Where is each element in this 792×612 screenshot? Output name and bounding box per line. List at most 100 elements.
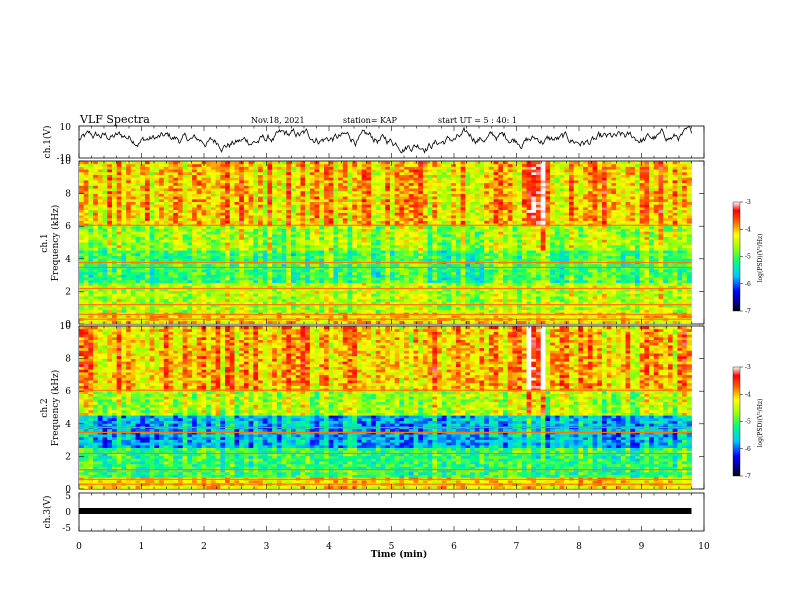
spectrogram-cell [159,293,165,297]
spectrogram-cell [356,256,363,260]
spectrogram-cell [291,293,297,297]
spectrogram-cell [418,188,424,192]
spectrogram-cell [267,188,273,192]
spectrogram-cell [441,180,447,184]
spectrogram-cell [309,242,315,246]
spectrogram-cell [140,285,146,289]
spectrogram-cell [295,242,301,246]
spectrogram-cell [366,164,372,168]
spectrogram-cell [276,256,282,260]
spectrogram-cell [272,250,278,254]
spectrogram-cell [356,296,363,300]
spectrogram-cell [93,315,99,319]
spectrogram-cell [210,207,217,211]
spectrogram-cell [210,291,217,295]
spectrogram-cell [455,285,462,289]
spectrogram-cell [272,207,278,211]
spectrogram-cell [220,304,226,308]
spectrogram-cell [422,180,429,184]
spectrogram-cell [140,266,146,270]
spectrogram-cell [413,237,419,241]
spectrogram-cell [262,245,268,249]
spectrogram-cell [173,288,179,292]
spectrogram-cell [356,180,363,184]
spectrogram-cell [404,299,410,303]
spectrogram-cell [229,183,235,187]
spectrogram-cell [404,202,410,206]
spectrogram-cell [267,310,273,314]
spectrogram-cell [286,164,292,168]
spectrogram-cell [192,274,198,278]
spectrogram-cell [432,218,438,222]
spectrogram-cell [437,247,443,251]
spectrogram-cell [380,210,386,214]
spectrogram-cell [361,175,367,179]
spectrogram-cell [234,166,240,170]
spectrogram-cell [210,274,217,278]
spectrogram-cell [366,291,372,295]
spectrogram-cell [187,250,193,254]
spectrogram-cell [399,191,405,195]
spectrogram-cell [130,283,136,287]
spectrogram-cell [356,250,363,254]
spectrogram-cell [130,234,136,238]
spectrogram-cell [328,215,334,219]
spectrogram-cell [295,250,301,254]
spectrogram-cell [286,307,292,311]
spectrogram-cell [333,226,339,230]
spectrogram-cell [159,301,165,305]
spectrogram-cell [187,207,193,211]
spectrogram-cell [225,234,231,238]
spectrogram-cell [314,164,320,168]
spectrogram-cell [319,277,325,281]
spectrogram-cell [206,269,212,273]
spectrogram-cell [446,177,452,181]
spectrogram-cell [192,250,198,254]
spectrogram-cell [272,288,278,292]
spectrogram-cell [121,247,127,251]
ch1-waveform-line [78,126,692,154]
spectrogram-cell [234,237,240,241]
spectrogram-cell [380,207,386,211]
spectrogram-cell [272,264,278,268]
spectrogram-cell [163,272,169,276]
spectrogram-cell [385,191,391,195]
spectrogram-cell [389,202,396,206]
spectrogram-cell [455,202,462,206]
spectrogram-cell [192,291,198,295]
spectrogram-cell [239,304,245,308]
spectrogram-cell [314,307,320,311]
spectrogram-cell [305,185,311,189]
spectrogram-cell [130,215,136,219]
spectrogram-cell [107,229,113,233]
spectrogram-cell [121,250,127,254]
spectrogram-cell [102,169,108,173]
spectrogram-cell [126,285,132,289]
spectrogram-cell [243,218,250,222]
spectrogram-cell [168,264,174,268]
spectrogram-cell [295,231,301,235]
spectrogram-cell [375,285,381,289]
spectrogram-cell [102,161,108,165]
spectrogram-cell [126,239,132,243]
spectrogram-cell [182,229,188,233]
spectrogram-cell [338,310,344,314]
spectrogram-cell [272,220,278,224]
spectrogram-cell [173,315,179,319]
spectrogram-cell [324,291,330,295]
spectrogram-cell [267,191,273,195]
spectrogram-cell [135,231,141,235]
spectrogram-cell [239,301,245,305]
spectrogram-cell [149,245,155,249]
spectrogram-cell [201,247,207,251]
spectrogram-cell [328,296,334,300]
spectrogram-cell [159,237,165,241]
spectrogram-cell [437,274,443,278]
spectrogram-cell [319,237,325,241]
spectrogram-cell [159,285,165,289]
spectrogram-cell [140,185,146,189]
spectrogram-cell [272,256,278,260]
spectrogram-cell [253,272,259,276]
spectrogram-cell [375,166,381,170]
spectrogram-cell [451,239,457,243]
